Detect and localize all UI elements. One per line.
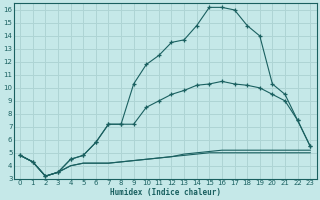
X-axis label: Humidex (Indice chaleur): Humidex (Indice chaleur) [110,188,221,197]
